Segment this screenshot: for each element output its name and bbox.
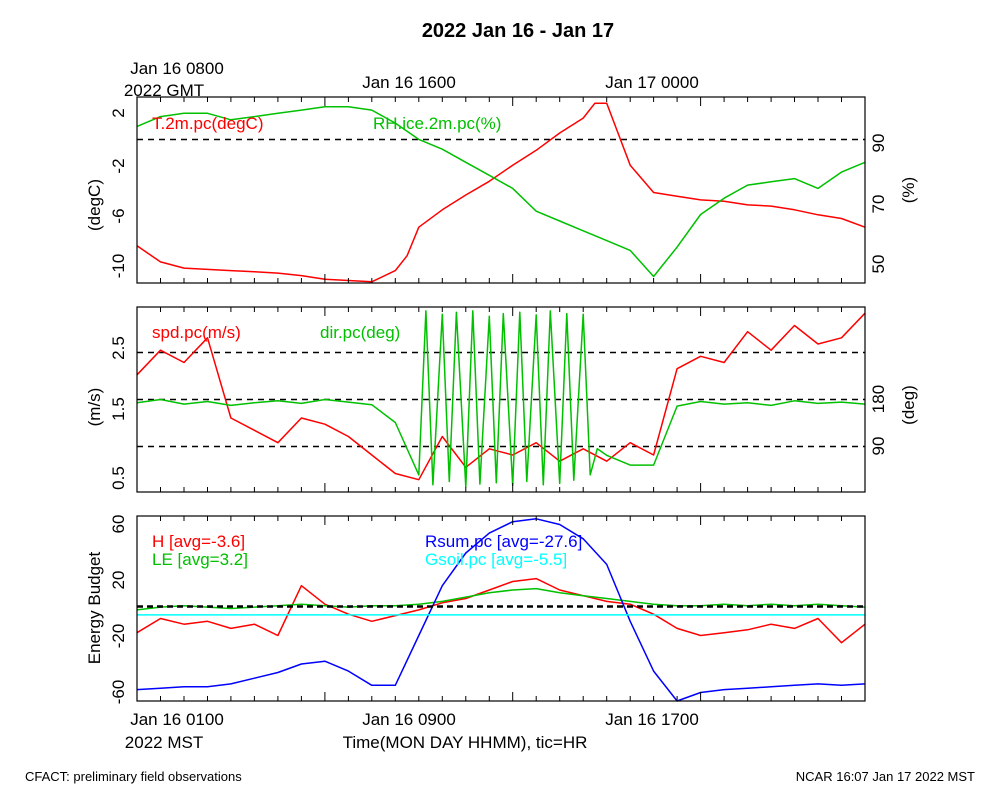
x-axis-title: Time(MON DAY HHMM), tic=HR — [343, 733, 588, 752]
speed-tick-2-5: 2.5 — [109, 336, 128, 360]
temp-tick-minus-2: -2 — [109, 158, 128, 173]
dir-axis-label: (deg) — [899, 385, 918, 425]
chart-title: 2022 Jan 16 - Jan 17 — [422, 20, 614, 42]
wind-series-1 — [136, 310, 866, 488]
rh-tick-70: 70 — [869, 195, 888, 214]
energy-budget-panel: 60 20 -20 -60 Energy Budget H [avg=-3.6]… — [85, 515, 866, 705]
legend-soil-heat-flux: Gsoil.pc [avg=-5.5] — [425, 550, 567, 569]
top-axis-first-label-line2: 2022 GMT — [124, 81, 204, 100]
temperature-humidity-ticks — [136, 97, 866, 283]
speed-tick-0-5: 0.5 — [109, 466, 128, 490]
temperature-humidity-frame — [136, 96, 866, 284]
temperature-humidity-series-0 — [136, 102, 866, 283]
footer-left-note: CFACT: preliminary field observations — [25, 769, 242, 784]
dir-tick-90: 90 — [869, 437, 888, 456]
wind-series-0 — [136, 312, 866, 481]
legend-radiation-sum: Rsum.pc [avg=-27.6] — [425, 532, 582, 551]
wind-series — [136, 310, 866, 488]
temperature-humidity-series — [136, 102, 866, 283]
temperature-humidity-panel: 2 -2 -6 -10 90 70 50 (degC) (%) T.2m.pc(… — [85, 96, 918, 284]
energy-budget-series-0 — [136, 577, 866, 644]
energy-tick-20: 20 — [109, 571, 128, 590]
energy-axis-label: Energy Budget — [85, 551, 104, 664]
legend-sensible-heat: H [avg=-3.6] — [152, 532, 245, 551]
energy-tick-minus-20: -20 — [109, 624, 128, 649]
temp-tick-2: 2 — [109, 108, 128, 117]
top-axis-label-0000: Jan 17 0000 — [605, 73, 699, 92]
footer-right-note: NCAR 16:07 Jan 17 2022 MST — [796, 769, 975, 784]
temperature-humidity-series-1 — [136, 106, 866, 278]
speed-axis-label: (m/s) — [85, 388, 104, 427]
wind-frame — [136, 306, 866, 493]
energy-budget-ticks — [136, 516, 866, 701]
top-axis-first-label-line1: Jan 16 0800 — [130, 59, 224, 78]
temp-tick-minus-10: -10 — [109, 254, 128, 279]
bottom-axis-label-0900: Jan 16 0900 — [362, 710, 456, 729]
dir-tick-180: 180 — [869, 385, 888, 413]
wind-panel: 2.5 1.5 0.5 180 90 (m/s) (deg) spd.pc(m/… — [85, 306, 918, 493]
legend-speed: spd.pc(m/s) — [152, 323, 241, 342]
rh-tick-50: 50 — [869, 255, 888, 274]
top-axis-label-1600: Jan 16 1600 — [362, 73, 456, 92]
energy-budget-frame — [136, 515, 866, 702]
legend-temperature: T.2m.pc(degC) — [152, 114, 263, 133]
legend-rh-ice: RH.ice.2m.pc(%) — [373, 114, 501, 133]
legend-direction: dir.pc(deg) — [320, 323, 400, 342]
energy-tick-60: 60 — [109, 515, 128, 534]
legend-latent-heat: LE [avg=3.2] — [152, 550, 248, 569]
temp-tick-minus-6: -6 — [109, 208, 128, 223]
rh-tick-90: 90 — [869, 134, 888, 153]
energy-budget-series — [136, 518, 866, 702]
bottom-axis-label-1700: Jan 16 1700 — [605, 710, 699, 729]
rh-axis-label: (%) — [899, 177, 918, 203]
speed-tick-1-5: 1.5 — [109, 397, 128, 421]
bottom-axis-first-label-line1: Jan 16 0100 — [130, 710, 224, 729]
temp-axis-label: (degC) — [85, 179, 104, 231]
energy-tick-minus-60: -60 — [109, 680, 128, 705]
wind-ticks — [136, 307, 866, 492]
energy-budget-series-2 — [136, 518, 866, 702]
bottom-axis-first-label-line2: 2022 MST — [125, 733, 203, 752]
